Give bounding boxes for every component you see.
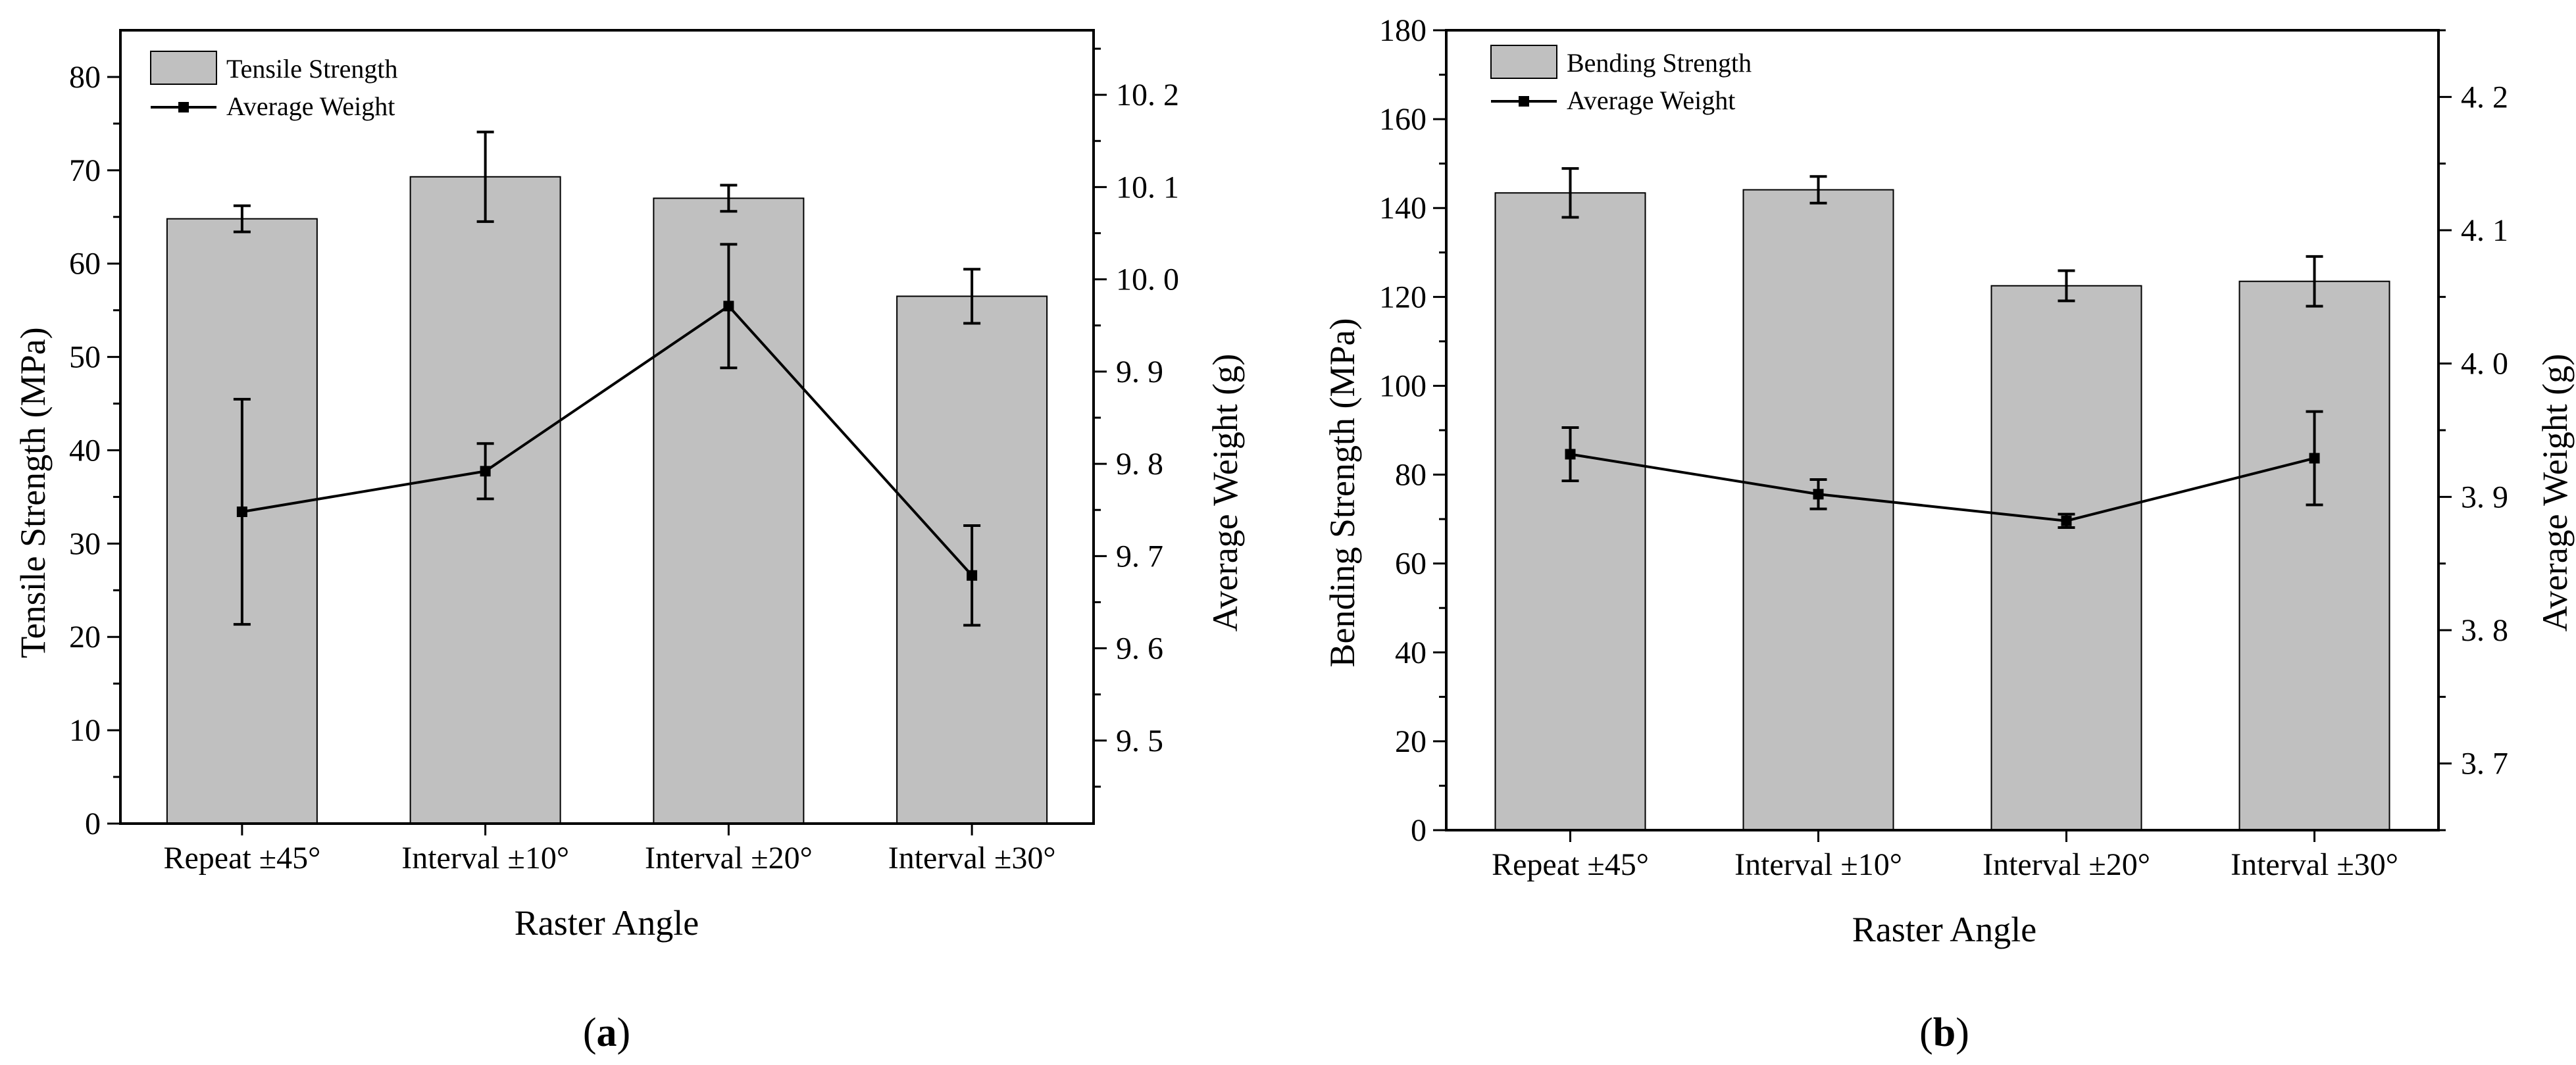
bar [1494,192,1646,831]
legend-bar-swatch [150,51,217,85]
legend-bar-swatch [1490,45,1557,79]
y2-tick-label: 9. 8 [1116,447,1163,482]
y-tick-label: 60 [69,247,101,282]
y-tick-label: 20 [69,620,101,655]
bar-error-bar [1561,167,1579,219]
x-axis-title: Raster Angle [515,903,699,943]
y-axis-title: Bending Strength (MPa) [1323,318,1362,668]
y2-axis-title: Average Weight (g) [2535,354,2575,632]
weight-point [2061,515,2072,526]
legend-line-marker [178,102,189,112]
legend-bar-label: Tensile Strength [226,54,398,84]
y2-tick-label: 10. 2 [1116,78,1179,112]
y2-tick-label: 4. 2 [2461,80,2508,114]
y2-tick-label: 9. 5 [1116,724,1163,758]
y2-tick-label: 10. 1 [1116,170,1179,205]
caption-letter: a [597,1010,617,1055]
legend-line-label: Average Weight [1567,86,1735,115]
weight-line [1570,453,2315,522]
x-tick-label: Repeat ±45° [1492,847,1649,882]
bar [2238,280,2390,831]
caption-letter: b [1933,1010,1956,1055]
y-tick-label: 140 [1379,191,1427,226]
weight-line [241,304,973,577]
legend: Tensile Strength Average Weight [150,51,398,121]
legend-line-marker [1519,96,1529,107]
y-tick-label: 60 [1395,547,1427,582]
y2-tick-label: 3. 9 [2461,480,2508,514]
bar-error-bar [963,268,981,325]
panel-caption: (b) [1919,1010,1969,1055]
y-tick-label: 80 [69,60,101,95]
weight-point [2309,453,2320,464]
x-tick-label: Interval ±20° [645,841,813,876]
y2-tick-label: 4. 0 [2461,347,2508,382]
y-tick-label: 70 [69,153,101,188]
y2-tick-label: 9. 7 [1116,539,1163,574]
y2-tick-label: 3. 7 [2461,747,2508,781]
bar-error-bar [720,184,738,213]
bar-error-bar [2058,269,2075,303]
y-tick-label: 180 [1379,13,1427,48]
weight-point [480,466,491,477]
y-tick-label: 100 [1379,368,1427,403]
x-tick-label: Interval ±30° [2231,847,2398,882]
y2-tick-label: 9. 6 [1116,632,1163,666]
weight-point [1565,449,1576,460]
weight-point [967,570,978,581]
caption-paren-open: ( [1919,1010,1933,1055]
y-tick-label: 120 [1379,280,1427,314]
y-tick-label: 40 [1395,635,1427,670]
x-tick-label: Interval ±20° [1983,847,2150,882]
x-tick-label: Repeat ±45° [163,841,320,876]
y2-tick-label: 9. 9 [1116,355,1163,389]
y-tick-label: 10 [69,713,101,748]
y-tick-label: 50 [69,340,101,375]
x-tick-label: Interval ±30° [888,841,1056,876]
y-tick-label: 80 [1395,458,1427,493]
bar-error-bar [2306,255,2323,308]
y2-tick-label: 4. 1 [2461,213,2508,248]
caption-paren-open: ( [583,1010,597,1055]
chart-panel-a: 0 10 20 30 40 50 60 70 80 9. 5 9. 6 9. 7 9. 8 9. 9 10.… [13,29,1245,1055]
y-axis-title: Tensile Strength (MPa) [13,327,53,658]
weight-point [723,301,734,312]
x-axis-title: Raster Angle [1852,910,2036,949]
y-tick-label: 160 [1379,102,1427,137]
caption-paren-close: ) [617,1010,631,1055]
y2-tick-label: 3. 8 [2461,613,2508,648]
y-tick-label: 0 [85,806,101,841]
chart-panel-b: 0 20 40 60 80 100 120 140 160 180 3. 7 3. 8 3. 9 4. 0… [1323,13,2575,1055]
legend: Bending Strength Average Weight [1490,45,1752,115]
caption-paren-close: ) [1956,1010,1969,1055]
y-tick-label: 40 [69,433,101,468]
y2-axis-title: Average Weight (g) [1205,354,1245,632]
weight-point [1813,489,1824,500]
weight-point [236,507,247,518]
bar-error-bar [1809,175,1827,205]
y-tick-label: 20 [1395,724,1427,759]
legend-line-label: Average Weight [226,91,395,121]
x-tick-label: Interval ±10° [1734,847,1902,882]
bar-error-bar [476,130,494,223]
y-tick-label: 0 [1411,813,1427,848]
y-tick-label: 30 [69,526,101,561]
panel-caption: (a) [583,1010,630,1055]
plot-frame [119,29,1095,825]
legend-bar-label: Bending Strength [1567,48,1752,78]
x-tick-label: Interval ±10° [401,841,569,876]
bar-error-bar [233,204,251,234]
bar [1990,285,2142,831]
y2-tick-label: 10. 0 [1116,262,1179,297]
